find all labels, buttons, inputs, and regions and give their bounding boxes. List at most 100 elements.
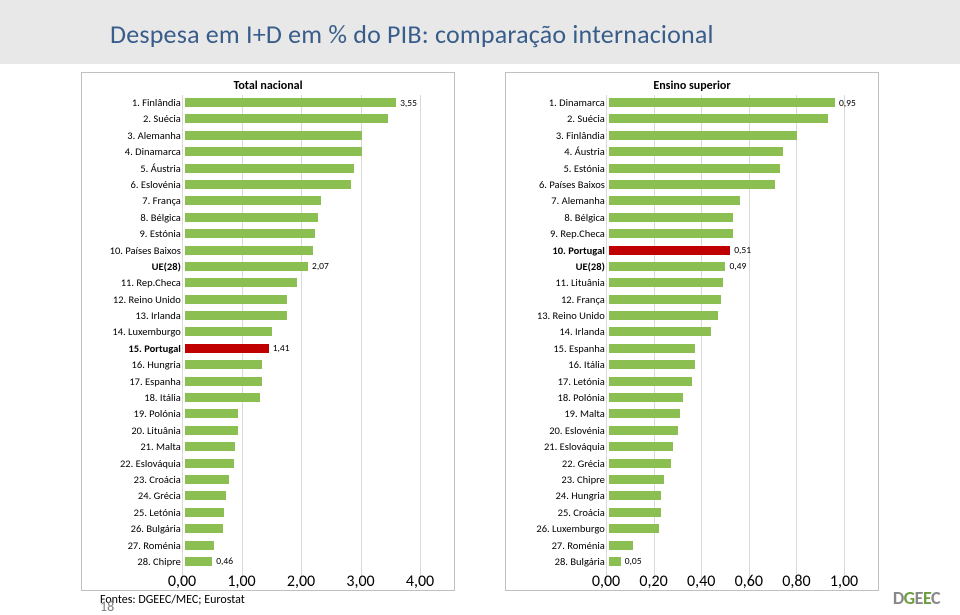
bar-fill bbox=[185, 377, 262, 386]
bar-label: 24. Grécia bbox=[86, 489, 185, 502]
bar-fill bbox=[185, 213, 318, 222]
bar-label: 18. Polónia bbox=[510, 391, 609, 404]
bar-fill bbox=[609, 344, 695, 353]
bar-track: 0,95 bbox=[609, 98, 844, 107]
bar-fill bbox=[609, 360, 695, 369]
chart-title: Ensino superior bbox=[510, 77, 874, 95]
bar-value-label: 0,05 bbox=[621, 555, 642, 567]
bar-fill bbox=[609, 147, 783, 156]
bar-track bbox=[185, 442, 420, 451]
bar-fill bbox=[609, 426, 678, 435]
bar-row: 16. Itália bbox=[606, 357, 844, 372]
bar-track bbox=[185, 213, 420, 222]
bar-track bbox=[609, 180, 844, 189]
bar-fill bbox=[609, 524, 659, 533]
bar-fill bbox=[609, 475, 664, 484]
bar-label: 16. Hungria bbox=[86, 358, 185, 371]
bar-fill bbox=[185, 262, 308, 271]
bar-fill bbox=[185, 459, 234, 468]
chart-right: Ensino superior1. Dinamarca0,952. Suécia… bbox=[505, 72, 879, 591]
bar-track bbox=[609, 393, 844, 402]
bar-fill bbox=[609, 442, 673, 451]
bar-fill bbox=[609, 213, 733, 222]
bar-label: 9. Estónia bbox=[86, 227, 185, 240]
axis-tick: 0,40 bbox=[687, 572, 715, 591]
bar-row: 26. Luxemburgo bbox=[606, 521, 844, 536]
bars-area: 1. Dinamarca0,952. Suécia3. Finlândia4. … bbox=[606, 95, 844, 569]
bar-label: 3. Alemanha bbox=[86, 129, 185, 142]
bar-fill bbox=[185, 147, 362, 156]
bar-track bbox=[185, 246, 420, 255]
bar-label: 5. Estónia bbox=[510, 162, 609, 175]
bar-fill bbox=[609, 377, 692, 386]
bar-label: 7. França bbox=[86, 194, 185, 207]
bar-track bbox=[185, 393, 420, 402]
chart-title: Total nacional bbox=[86, 77, 450, 95]
bar-track bbox=[185, 377, 420, 386]
bar-fill bbox=[185, 196, 321, 205]
bar-row: 6. Países Baixos bbox=[606, 177, 844, 192]
axis-tick: 0,80 bbox=[782, 572, 810, 591]
bar-track bbox=[609, 426, 844, 435]
bar-track bbox=[185, 278, 420, 287]
bar-fill bbox=[609, 278, 723, 287]
bar-label: 24. Hungria bbox=[510, 489, 609, 502]
bar-row: 5. Estónia bbox=[606, 161, 844, 176]
bar-track bbox=[185, 131, 420, 140]
axis-tick: 0,00 bbox=[168, 572, 196, 591]
bar-fill bbox=[609, 98, 835, 107]
bar-track bbox=[185, 508, 420, 517]
bar-track bbox=[609, 213, 844, 222]
bar-track bbox=[185, 196, 420, 205]
bar-row: 11. Lituânia bbox=[606, 275, 844, 290]
bar-track bbox=[185, 114, 420, 123]
bar-label: 21. Eslováquia bbox=[510, 440, 609, 453]
footer-source: Fontes: DGEEC/MEC; Eurostat bbox=[100, 593, 245, 607]
bar-label: 15. Espanha bbox=[510, 342, 609, 355]
bar-row: 25. Croácia bbox=[606, 505, 844, 520]
bar-label: 21. Malta bbox=[86, 440, 185, 453]
bar-row: 1. Dinamarca0,95 bbox=[606, 95, 844, 110]
bar-row: 2. Suécia bbox=[606, 111, 844, 126]
bar-fill bbox=[609, 131, 797, 140]
bar-label: 8. Bélgica bbox=[510, 211, 609, 224]
bar-track bbox=[609, 344, 844, 353]
bar-track bbox=[609, 229, 844, 238]
bar-value-label: 1,41 bbox=[269, 342, 290, 354]
bar-value-label: 0,51 bbox=[730, 244, 751, 256]
bar-track bbox=[609, 360, 844, 369]
bar-row: 13. Reino Unido bbox=[606, 308, 844, 323]
bar-label: 3. Finlândia bbox=[510, 129, 609, 142]
bar-track bbox=[185, 147, 420, 156]
bar-fill bbox=[609, 311, 718, 320]
bar-fill bbox=[609, 491, 661, 500]
bar-fill bbox=[609, 262, 726, 271]
bar-track bbox=[609, 164, 844, 173]
bar-label: 6. Países Baixos bbox=[510, 178, 609, 191]
bar-track bbox=[609, 311, 844, 320]
bar-label: 9. Rep.Checa bbox=[510, 227, 609, 240]
bar-row: 4. Áustria bbox=[606, 144, 844, 159]
bar-label: 13. Reino Unido bbox=[510, 309, 609, 322]
bar-label: 1. Dinamarca bbox=[510, 96, 609, 109]
bar-label: 12. Reino Unido bbox=[86, 293, 185, 306]
bar-track bbox=[609, 114, 844, 123]
bar-fill bbox=[609, 164, 780, 173]
bar-fill bbox=[185, 393, 261, 402]
bar-track bbox=[185, 475, 420, 484]
bar-row: 10. Portugal0,51 bbox=[606, 243, 844, 258]
bar-track: 3,55 bbox=[185, 98, 420, 107]
bar-track bbox=[609, 442, 844, 451]
axis-tick: 3,00 bbox=[346, 572, 374, 591]
bar-row: 20. Eslovénia bbox=[606, 423, 844, 438]
bar-row: 18. Polónia bbox=[606, 390, 844, 405]
bar-track bbox=[185, 409, 420, 418]
bar-label: 27. Roménia bbox=[510, 539, 609, 552]
plot-area: 1. Dinamarca0,952. Suécia3. Finlândia4. … bbox=[606, 95, 844, 586]
bar-fill bbox=[609, 459, 671, 468]
bar-fill bbox=[185, 311, 287, 320]
bar-row: 22. Grécia bbox=[606, 456, 844, 471]
bar-track bbox=[609, 491, 844, 500]
bars-area: 1. Finlândia3,552. Suécia3. Alemanha4. D… bbox=[182, 95, 420, 569]
bar-fill bbox=[185, 360, 262, 369]
